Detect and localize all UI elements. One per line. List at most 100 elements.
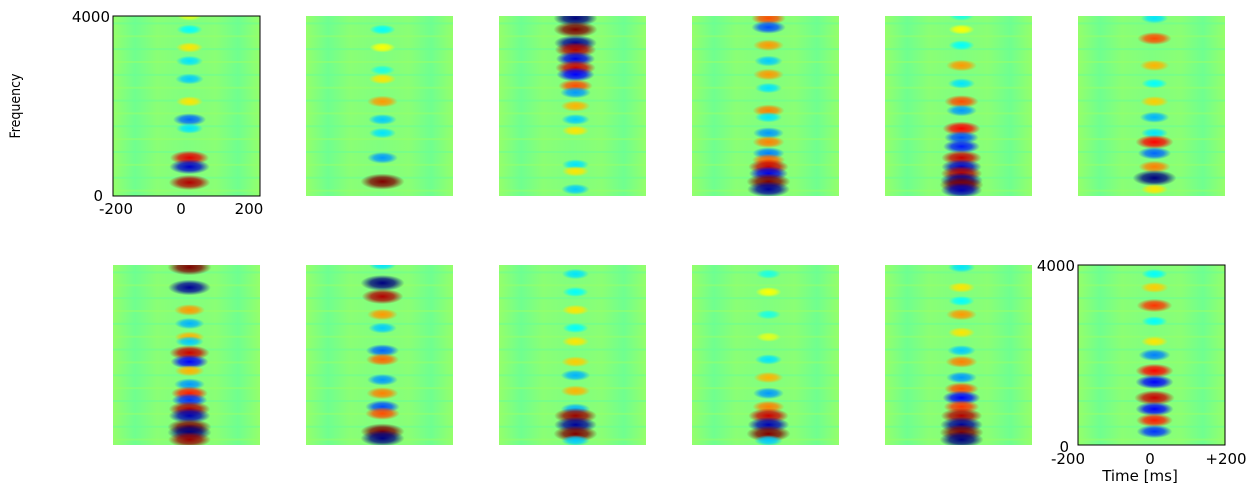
panel-8: [306, 265, 453, 445]
harmonic-line: [1078, 361, 1225, 364]
spectral-blob: [562, 323, 589, 333]
xtick-label-right: 200: [235, 200, 264, 218]
harmonic-line: [885, 271, 1032, 274]
xtick-label-center: 0: [176, 200, 186, 218]
spectral-blob: [949, 16, 974, 21]
spectral-blob: [1134, 390, 1175, 406]
spectral-blob: [1138, 349, 1171, 361]
harmonic-line: [885, 322, 1032, 325]
spectral-blob: [562, 287, 589, 297]
spectral-blob: [1135, 402, 1174, 416]
spectral-blob: [560, 369, 591, 381]
spectral-blob: [947, 265, 976, 273]
last-xtick-label-left: -200: [1051, 450, 1085, 468]
spectral-blob: [175, 55, 204, 67]
last-xtick-label-center: 0: [1145, 450, 1155, 468]
harmonic-line: [885, 73, 1032, 76]
spectral-blob: [1141, 269, 1168, 279]
harmonic-line: [885, 35, 1032, 38]
spectral-blob: [561, 304, 590, 316]
harmonic-line: [306, 189, 453, 192]
spectral-blob: [940, 182, 983, 196]
first-panel-frame: [112, 15, 261, 197]
last-panel-frame: [1077, 264, 1226, 446]
spectral-blob: [1132, 170, 1177, 186]
harmonic-line: [306, 125, 453, 128]
spectral-blob: [365, 353, 400, 366]
harmonic-line: [692, 125, 839, 128]
harmonic-line: [113, 189, 260, 192]
harmonic-line: [113, 297, 260, 300]
harmonic-line: [692, 297, 839, 300]
harmonic-line: [499, 400, 646, 402]
panel-4: [692, 16, 839, 196]
spectral-blob: [1140, 336, 1169, 347]
spectral-blob: [368, 114, 397, 125]
spectral-blob: [754, 112, 783, 123]
harmonic-line: [499, 297, 646, 300]
spectral-blob: [561, 356, 590, 368]
spectral-blob: [370, 65, 395, 75]
spectral-blob: [946, 371, 977, 384]
spectral-blob: [560, 86, 591, 99]
spectral-blob: [1137, 147, 1172, 160]
spectral-blob: [756, 309, 781, 320]
panel-11: [885, 265, 1032, 445]
spectral-blob: [753, 127, 784, 139]
harmonic-line: [113, 22, 260, 25]
spectral-blob: [169, 159, 210, 175]
x-axis-label: Time [ms]: [1101, 467, 1178, 483]
harmonic-line: [306, 22, 453, 25]
harmonic-line: [113, 86, 260, 89]
spectral-blob: [1137, 32, 1172, 45]
spectral-blob: [174, 304, 205, 316]
spectral-blob: [561, 268, 590, 280]
spectral-blob: [754, 55, 783, 67]
spectral-blob: [754, 435, 783, 445]
spectral-blob: [172, 113, 207, 126]
spectral-blob: [368, 73, 397, 85]
spectral-blob: [167, 265, 212, 276]
spectral-blob: [755, 287, 782, 297]
spectral-blob: [367, 373, 398, 386]
spectral-blob: [943, 139, 980, 154]
spectral-blob: [753, 371, 784, 384]
spectral-blob: [756, 332, 781, 342]
spectral-blob: [1139, 111, 1170, 123]
spectral-blob: [368, 322, 397, 334]
spectral-blob: [561, 114, 590, 125]
panel-10: [692, 265, 839, 445]
spectral-blob: [754, 82, 783, 94]
panels-layer: [113, 16, 1225, 445]
last-ytick-label-top: 4000: [1037, 257, 1075, 275]
spectral-blob: [1141, 78, 1168, 89]
harmonic-line: [692, 99, 839, 102]
spectral-blob: [561, 435, 590, 445]
harmonic-line: [692, 284, 839, 287]
spectral-blob: [754, 354, 783, 365]
spectral-blob: [945, 355, 978, 368]
spectral-blob: [1140, 282, 1169, 293]
spectral-blob: [753, 387, 784, 400]
harmonic-line: [306, 86, 453, 89]
spectral-blob: [175, 123, 204, 134]
harmonic-line: [499, 112, 646, 115]
spectral-blob: [369, 24, 396, 35]
spectral-blob: [365, 344, 400, 357]
spectral-blob: [367, 308, 398, 321]
spectral-blob: [947, 345, 976, 356]
spectral-blob: [168, 431, 211, 445]
spectral-blob: [1141, 316, 1168, 327]
spectral-blob: [176, 24, 203, 35]
spectral-blob: [366, 387, 399, 400]
spectral-blob: [946, 59, 977, 72]
spectral-blob: [1140, 96, 1169, 107]
last-panel-axes: 4000 0 -200 0 +200 Time [ms]: [1037, 257, 1247, 483]
spectral-blob: [751, 20, 786, 34]
ytick-label-bottom: 0: [93, 187, 103, 205]
harmonic-line: [1078, 297, 1225, 300]
spectral-blob: [360, 430, 405, 445]
harmonic-line: [113, 35, 260, 38]
harmonic-line: [1078, 73, 1225, 76]
